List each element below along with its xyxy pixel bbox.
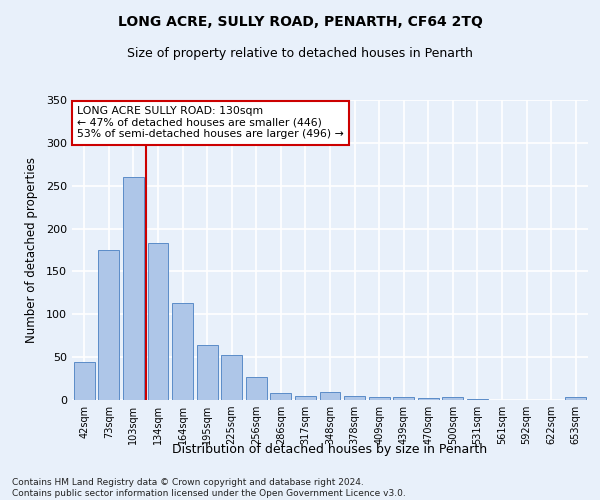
Bar bbox=[148, 243, 169, 400]
Bar bbox=[74, 362, 95, 400]
Text: Size of property relative to detached houses in Penarth: Size of property relative to detached ho… bbox=[127, 48, 473, 60]
Bar bbox=[271, 393, 292, 400]
Bar bbox=[197, 345, 218, 400]
Bar bbox=[467, 399, 488, 400]
Bar bbox=[418, 398, 439, 400]
Bar bbox=[172, 303, 193, 400]
Bar bbox=[344, 396, 365, 400]
Text: Distribution of detached houses by size in Penarth: Distribution of detached houses by size … bbox=[172, 442, 488, 456]
Bar bbox=[123, 177, 144, 400]
Bar bbox=[295, 396, 316, 400]
Text: Contains HM Land Registry data © Crown copyright and database right 2024.
Contai: Contains HM Land Registry data © Crown c… bbox=[12, 478, 406, 498]
Text: LONG ACRE SULLY ROAD: 130sqm
← 47% of detached houses are smaller (446)
53% of s: LONG ACRE SULLY ROAD: 130sqm ← 47% of de… bbox=[77, 106, 344, 139]
Bar bbox=[221, 356, 242, 400]
Bar bbox=[320, 392, 340, 400]
Bar bbox=[368, 398, 389, 400]
Y-axis label: Number of detached properties: Number of detached properties bbox=[25, 157, 38, 343]
Bar bbox=[393, 398, 414, 400]
Bar bbox=[565, 398, 586, 400]
Bar bbox=[98, 250, 119, 400]
Bar bbox=[246, 377, 267, 400]
Bar bbox=[442, 398, 463, 400]
Text: LONG ACRE, SULLY ROAD, PENARTH, CF64 2TQ: LONG ACRE, SULLY ROAD, PENARTH, CF64 2TQ bbox=[118, 15, 482, 29]
